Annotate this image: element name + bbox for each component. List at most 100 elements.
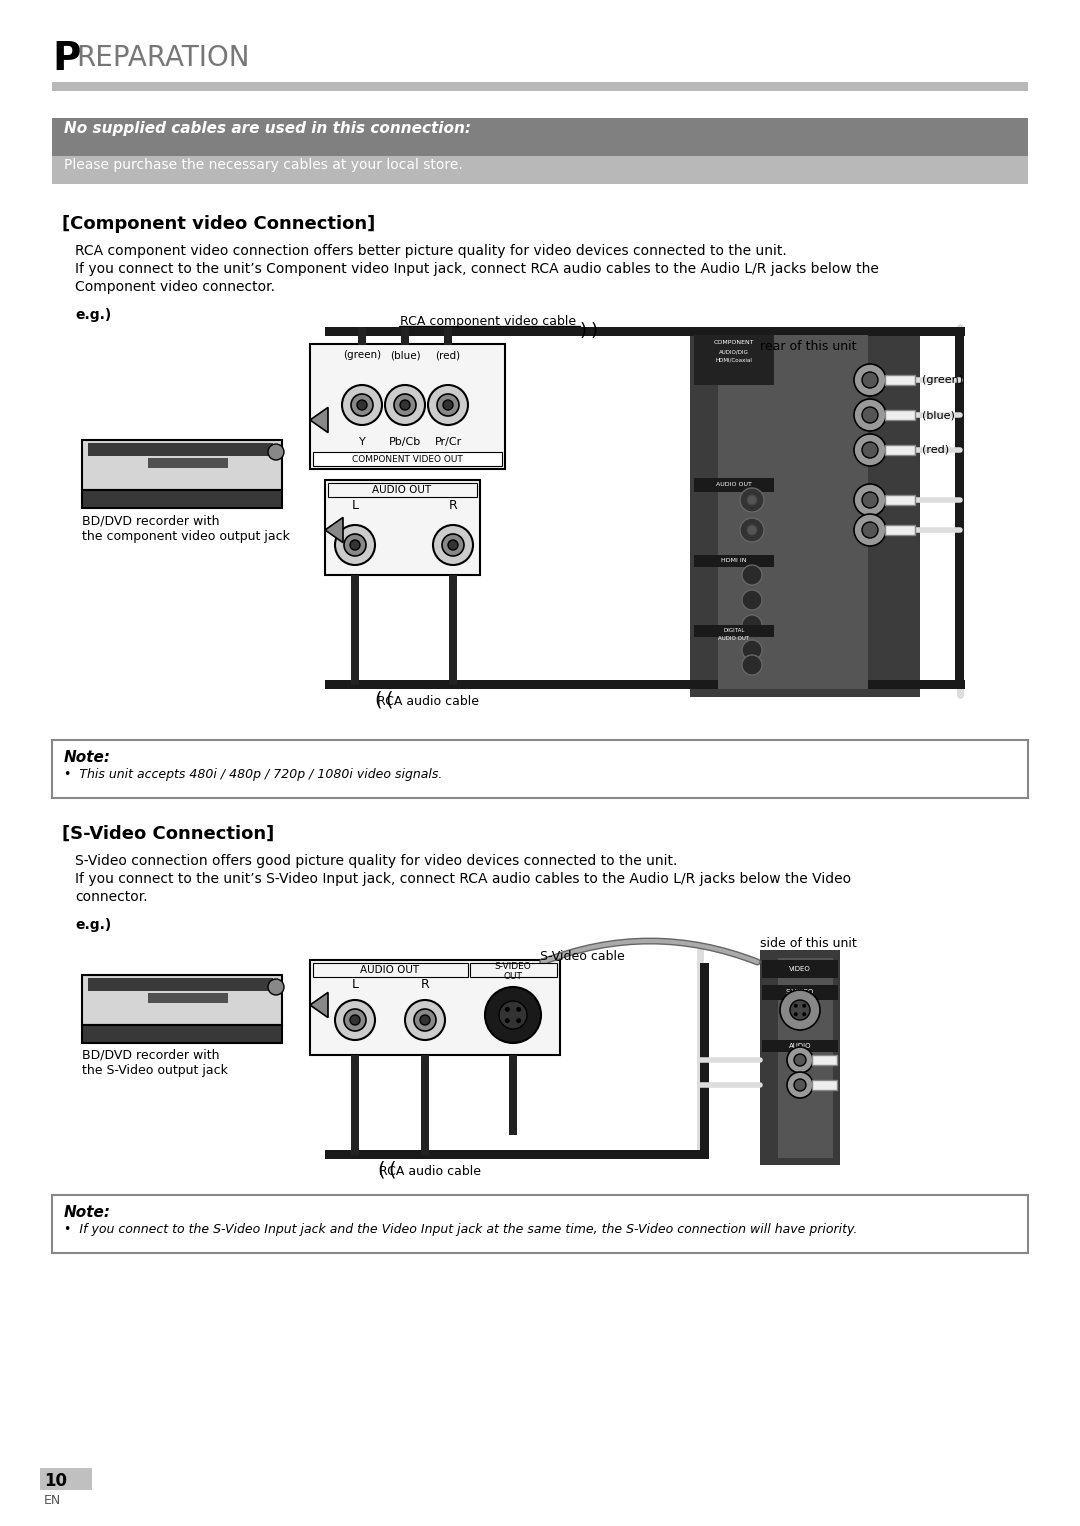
Bar	[82, 975, 282, 1025]
Text: (red): (red)	[922, 446, 949, 455]
Circle shape	[345, 534, 366, 555]
Bar	[40, 1468, 92, 1489]
Text: R: R	[448, 499, 457, 513]
Bar	[351, 1054, 359, 1155]
Text: S-VIDEO
OUT: S-VIDEO OUT	[495, 961, 531, 981]
Circle shape	[854, 398, 886, 430]
Circle shape	[268, 444, 284, 459]
Text: Y: Y	[359, 436, 365, 447]
Bar	[694, 555, 774, 568]
Text: •  This unit accepts 480i / 480p / 720p / 1080i video signals.: • This unit accepts 480i / 480p / 720p /…	[64, 768, 443, 781]
Bar	[148, 458, 228, 468]
Text: AUDIO OUT: AUDIO OUT	[718, 635, 750, 641]
Circle shape	[342, 385, 382, 426]
Bar	[328, 484, 477, 497]
Circle shape	[499, 1001, 527, 1029]
Bar	[694, 626, 774, 636]
Text: BD/DVD recorder with: BD/DVD recorder with	[82, 514, 219, 526]
Bar	[325, 681, 966, 690]
Text: Pr/Cr: Pr/Cr	[434, 436, 461, 447]
Bar	[718, 336, 868, 690]
Bar	[812, 1080, 837, 1090]
Text: e.g.): e.g.)	[75, 919, 111, 932]
Circle shape	[789, 1000, 810, 1019]
Circle shape	[384, 385, 426, 426]
Bar	[885, 410, 915, 420]
Text: Please purchase the necessary cables at your local store.: Please purchase the necessary cables at …	[64, 159, 462, 172]
Circle shape	[862, 372, 878, 388]
Bar	[885, 494, 915, 505]
Circle shape	[350, 1015, 360, 1025]
Text: the component video output jack: the component video output jack	[82, 530, 289, 543]
Circle shape	[437, 394, 459, 417]
Text: (green): (green)	[343, 349, 381, 360]
Circle shape	[516, 1007, 522, 1012]
Text: [Component video Connection]: [Component video Connection]	[62, 215, 375, 233]
Bar	[762, 1041, 838, 1051]
Bar	[444, 327, 453, 345]
Text: AUDIO/DIG: AUDIO/DIG	[719, 349, 748, 356]
Bar	[885, 375, 915, 385]
Bar	[82, 439, 282, 490]
Text: L: L	[351, 978, 359, 990]
Bar	[885, 525, 915, 536]
Circle shape	[742, 655, 762, 674]
Bar	[52, 118, 1028, 156]
Polygon shape	[325, 517, 343, 543]
Bar	[87, 443, 273, 456]
Circle shape	[742, 565, 762, 584]
Text: BD/DVD recorder with: BD/DVD recorder with	[82, 1048, 219, 1061]
Text: 10: 10	[44, 1473, 67, 1489]
Circle shape	[747, 525, 757, 536]
Text: EN: EN	[44, 1494, 62, 1508]
Text: (: (	[388, 1160, 395, 1180]
Text: RCA component video cable: RCA component video cable	[400, 314, 576, 328]
Bar	[449, 575, 457, 685]
Circle shape	[787, 1047, 813, 1073]
Circle shape	[794, 1079, 806, 1091]
Text: DIGITAL: DIGITAL	[724, 629, 745, 633]
Bar	[357, 327, 366, 345]
Circle shape	[742, 615, 762, 635]
Bar	[325, 481, 480, 575]
Text: No supplied cables are used in this connection:: No supplied cables are used in this conn…	[64, 122, 471, 136]
Circle shape	[448, 540, 458, 549]
Bar	[694, 336, 774, 385]
Text: HDMI IN: HDMI IN	[721, 559, 746, 563]
Text: VIDEO: VIDEO	[789, 966, 811, 972]
Bar	[812, 1054, 837, 1065]
Circle shape	[794, 1004, 798, 1007]
Circle shape	[268, 980, 284, 995]
Text: If you connect to the unit’s Component video Input jack, connect RCA audio cable: If you connect to the unit’s Component v…	[75, 262, 879, 276]
Text: S-Video cable: S-Video cable	[540, 951, 624, 963]
Bar	[325, 1151, 705, 1160]
Bar	[310, 960, 561, 1054]
Text: side of this unit: side of this unit	[760, 937, 856, 951]
Text: Note:: Note:	[64, 749, 111, 765]
Bar	[325, 327, 966, 336]
Text: connector.: connector.	[75, 890, 148, 903]
Text: S-VIDEO: S-VIDEO	[786, 989, 814, 995]
Bar	[401, 327, 409, 345]
Circle shape	[862, 407, 878, 423]
Text: S-Video connection offers good picture quality for video devices connected to th: S-Video connection offers good picture q…	[75, 855, 677, 868]
Circle shape	[335, 525, 375, 565]
Bar	[52, 156, 1028, 185]
Circle shape	[504, 1018, 510, 1022]
Circle shape	[504, 1007, 510, 1012]
Circle shape	[405, 1000, 445, 1041]
Text: (: (	[374, 690, 381, 710]
Text: (: (	[377, 1160, 384, 1180]
Text: (blue): (blue)	[390, 349, 420, 360]
Circle shape	[802, 1012, 807, 1016]
Bar	[310, 343, 505, 468]
Text: P: P	[52, 40, 81, 78]
Circle shape	[742, 591, 762, 610]
Circle shape	[400, 400, 410, 410]
Text: rear of this unit: rear of this unit	[760, 340, 856, 353]
Text: AUDIO OUT: AUDIO OUT	[716, 482, 752, 487]
Circle shape	[420, 1015, 430, 1025]
Text: If you connect to the unit’s S-Video Input jack, connect RCA audio cables to the: If you connect to the unit’s S-Video Inp…	[75, 871, 851, 887]
Circle shape	[747, 494, 757, 505]
Circle shape	[794, 1054, 806, 1067]
